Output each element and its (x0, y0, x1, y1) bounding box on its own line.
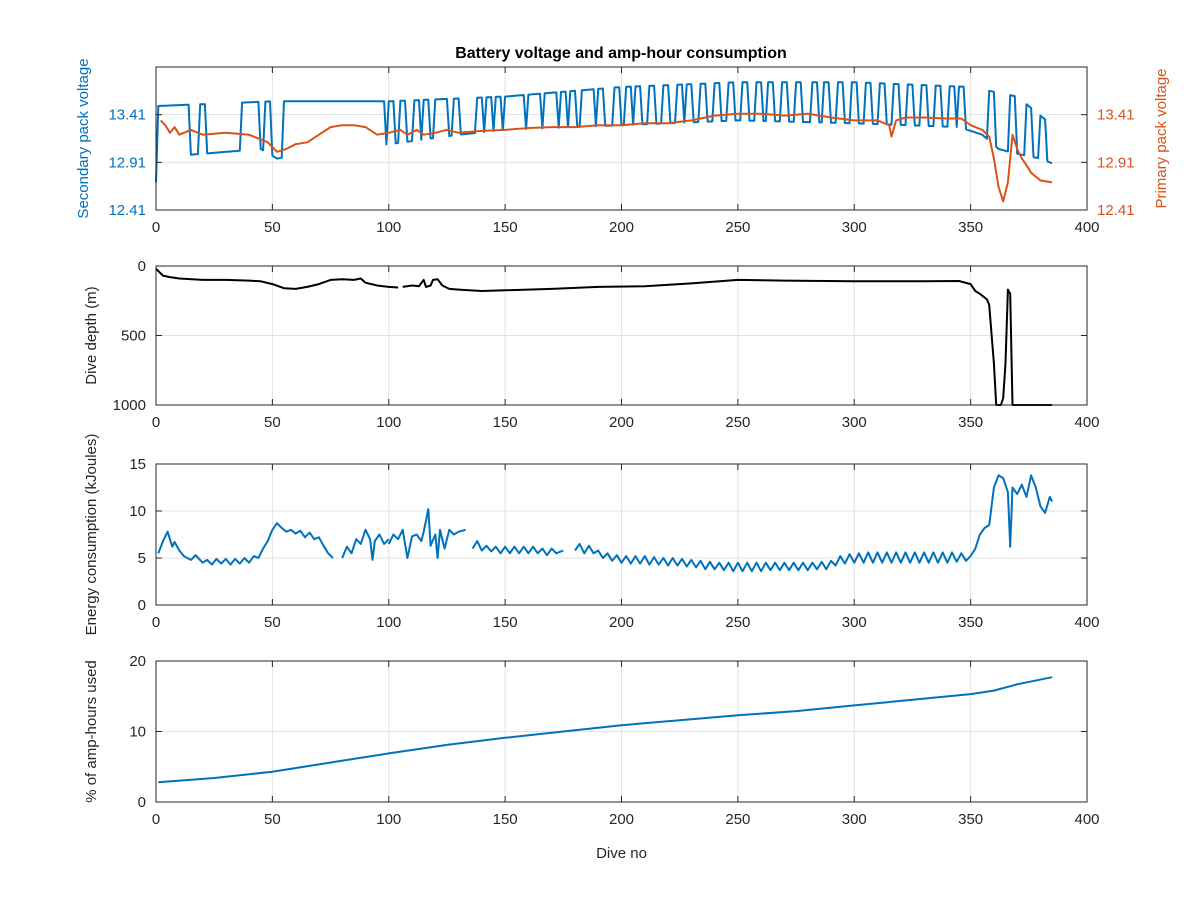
x-tick-label: 50 (264, 614, 281, 631)
x-tick-label: 400 (1074, 811, 1099, 828)
x-tick-label: 100 (376, 414, 401, 431)
series-line-1-segment-1 (157, 522, 334, 566)
x-tick-label: 350 (958, 414, 983, 431)
x-tick-label: 400 (1074, 614, 1099, 631)
x-tick-label: 250 (725, 614, 750, 631)
x-tick-label: 0 (152, 614, 160, 631)
y-right-tick-label: 13.41 (1097, 107, 1135, 124)
y-right-axis-label: Primary pack voltage (1153, 68, 1170, 208)
x-tick-label: 250 (725, 219, 750, 236)
x-tick-label: 400 (1074, 414, 1099, 431)
x-tick-label: 0 (152, 414, 160, 431)
y-tick-label: 5 (138, 550, 146, 567)
x-tick-label: 150 (493, 811, 518, 828)
x-tick-label: 350 (958, 811, 983, 828)
y-tick-label: 0 (138, 794, 146, 811)
y-tick-label: 15 (129, 456, 146, 473)
x-tick-label: 300 (842, 614, 867, 631)
y-right-tick-label: 12.41 (1097, 202, 1135, 219)
x-tick-label: 350 (958, 219, 983, 236)
y-tick-label: 13.41 (108, 107, 146, 124)
series-line-1-segment-1 (158, 676, 1053, 784)
y-tick-label: 500 (121, 328, 146, 345)
y-tick-label: 0 (138, 597, 146, 614)
y-axis-label: Energy consumption (kJoules) (83, 434, 100, 636)
series-line-2-segment-1 (159, 112, 1053, 203)
x-tick-label: 150 (493, 219, 518, 236)
x-tick-label: 200 (609, 811, 634, 828)
x-tick-label: 200 (609, 414, 634, 431)
x-tick-label: 300 (842, 414, 867, 431)
x-tick-label: 0 (152, 219, 160, 236)
x-tick-label: 50 (264, 811, 281, 828)
x-tick-label: 0 (152, 811, 160, 828)
y-tick-label: 1000 (113, 397, 146, 414)
x-tick-label: 300 (842, 219, 867, 236)
y-axis-label: Dive depth (m) (83, 286, 100, 384)
x-tick-label: 250 (725, 811, 750, 828)
x-tick-label: 250 (725, 414, 750, 431)
series-line-1-segment-1 (155, 268, 399, 290)
x-tick-label: 50 (264, 219, 281, 236)
y-tick-label: 0 (138, 258, 146, 275)
y-tick-label: 12.41 (108, 202, 146, 219)
x-tick-label: 50 (264, 414, 281, 431)
x-tick-label: 200 (609, 219, 634, 236)
y-tick-label: 12.91 (108, 154, 146, 171)
x-tick-label: 300 (842, 811, 867, 828)
chart-panel-4: 0 50 100 150 200 250 300 350 400 0 10 20 % of amp-ho… (83, 653, 1100, 862)
series-line-1-segment-2 (402, 278, 1053, 406)
x-tick-label: 350 (958, 614, 983, 631)
figure-title: Battery voltage and amp-hour consumption (455, 45, 787, 62)
y-axis-label: Secondary pack voltage (75, 58, 92, 218)
y-tick-label: 20 (129, 653, 146, 670)
series-line-1-segment-5 (574, 474, 1053, 573)
y-axis-label: % of amp-hours used (83, 660, 100, 803)
y-right-tick-label: 12.91 (1097, 154, 1135, 171)
x-tick-label: 100 (376, 614, 401, 631)
x-tick-label: 100 (376, 219, 401, 236)
chart-panel-1: 0 50 100 150 200 250 300 350 40012.4112.9113.411… (75, 58, 1170, 236)
chart-panel-3: 0 50 100 150 200 250 300 350 400 0 5 10 15 Energy con… (83, 434, 1100, 636)
y-tick-label: 10 (129, 724, 146, 741)
chart-panel-2: 0 50 100 150 200 250 300 350 400 0 500 1000 Dive dep… (83, 258, 1100, 431)
x-tick-label: 150 (493, 614, 518, 631)
x-tick-label: 150 (493, 414, 518, 431)
x-tick-label: 100 (376, 811, 401, 828)
y-tick-label: 10 (129, 503, 146, 520)
series-line-1-segment-3 (387, 508, 466, 559)
x-axis-label: Dive no (596, 845, 647, 862)
series-line-1-segment-2 (341, 528, 390, 561)
x-tick-label: 200 (609, 614, 634, 631)
series-line-1-segment-1 (155, 81, 1053, 183)
series-line-1-segment-4 (471, 540, 564, 557)
x-tick-label: 400 (1074, 219, 1099, 236)
